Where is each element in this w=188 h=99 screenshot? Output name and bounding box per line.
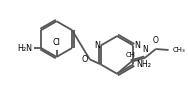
Text: N: N (134, 41, 140, 50)
Text: CH₃: CH₃ (173, 47, 185, 53)
Text: CH: CH (126, 52, 136, 58)
Text: H₂N: H₂N (17, 44, 32, 52)
Text: N: N (94, 41, 100, 50)
Text: N: N (142, 45, 148, 54)
Text: O: O (81, 55, 88, 64)
Text: NH₂: NH₂ (136, 60, 151, 69)
Text: O: O (153, 36, 159, 45)
Text: Cl: Cl (53, 38, 61, 47)
